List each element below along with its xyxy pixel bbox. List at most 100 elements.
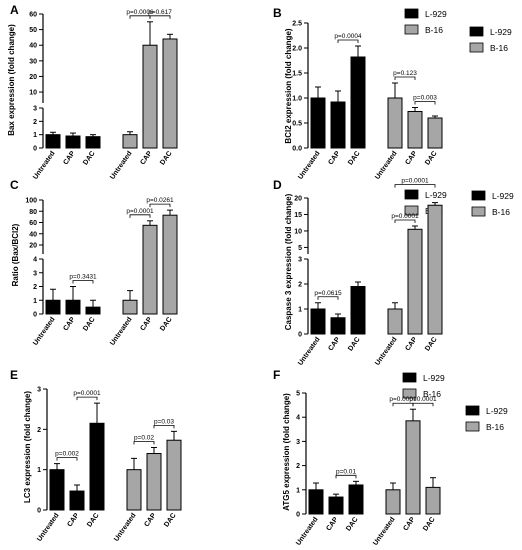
y-tick-label: 2.0 (292, 46, 302, 53)
x-category-label: DAC (82, 150, 96, 166)
bar-l-929-cap (69, 490, 85, 511)
bar-b-16-untreated (126, 469, 142, 511)
chart-panel-f: F ATG5 expression (fold change) 0 1 2 3 4 5 Untr… (273, 368, 508, 547)
y-tick-label: 4 (33, 257, 37, 264)
y-tick-label: 3 (298, 257, 302, 264)
chart-panel-e: E LC3 expression (fold change) 0 1 2 3 Untreat… (10, 368, 445, 543)
y-tick-label: 2 (37, 427, 41, 434)
legend-label: B-16 (492, 207, 510, 217)
y-tick-label: 30 (29, 58, 37, 65)
y-axis-title: Caspase 3 expression (fold change) (284, 193, 293, 330)
legend-label: L-929 (490, 27, 512, 37)
bar-l-929-dac (85, 306, 101, 315)
bar-b-16-cap (142, 44, 158, 149)
p-value-label: p=0.0261 (146, 197, 174, 204)
legend-swatch (404, 8, 419, 19)
bar-l-929-cap (65, 135, 81, 149)
x-category-label: CAP (66, 512, 80, 528)
y-tick-label: 40 (29, 231, 37, 238)
x-category-label: CAP (404, 150, 418, 166)
bar-l-929-dac (350, 56, 366, 149)
bar-l-929-untreated (49, 469, 65, 511)
panel-letter: F (273, 368, 280, 382)
x-category-label: CAP (62, 150, 76, 166)
bar-b-16-untreated (122, 299, 138, 315)
bar-l-929-dac (350, 286, 366, 335)
significance-bracket (317, 296, 339, 300)
y-tick-label: 10 (294, 228, 302, 235)
x-category-label: Untreated (374, 150, 398, 181)
legend-label: B-16 (490, 43, 508, 53)
significance-bracket (149, 15, 171, 19)
bar-b-16-dac (166, 439, 182, 511)
p-value-label: p=0.0001 (126, 208, 154, 215)
y-tick-label: 2 (33, 119, 37, 126)
x-category-label: CAP (325, 516, 339, 532)
x-category-label: DAC (163, 512, 177, 528)
bar-l-929-cap (65, 299, 81, 315)
x-category-label: Untreated (297, 150, 321, 181)
y-tick-label: 3 (33, 106, 37, 113)
p-value-label: p=0.0001 (401, 178, 429, 185)
y-tick-label: 3 (296, 439, 300, 446)
bar-b-16-cap (407, 228, 423, 335)
y-axis-title: LC3 expression (fold change) (23, 391, 32, 503)
x-category-label: CAP (62, 316, 76, 332)
bar-l-929-untreated (45, 134, 61, 149)
x-category-label: DAC (347, 336, 361, 352)
p-value-label: p=0.0001 (73, 390, 101, 397)
y-tick-label: 1 (33, 132, 37, 139)
y-tick-label: 1 (298, 307, 302, 314)
x-category-label: Untreated (295, 516, 319, 547)
bar-l-929-untreated (310, 308, 326, 335)
y-tick-label: 0 (37, 508, 41, 515)
p-value-label: p=0.0001 (409, 396, 437, 403)
y-tick-label: 3 (37, 387, 41, 394)
x-category-label: DAC (82, 316, 96, 332)
bar-b-16-dac (425, 486, 441, 515)
legend-swatch (404, 24, 419, 35)
x-category-label: Untreated (109, 316, 133, 347)
x-category-label: CAP (143, 512, 157, 528)
bar-l-929-dac (85, 136, 101, 149)
bar-l-929-cap (328, 496, 344, 515)
x-category-label: DAC (86, 512, 100, 528)
panel-letter: A (10, 3, 19, 17)
chart-panel-a: A Bax expression (fold change) 0 1 2 3 10 20 30 4… (7, 3, 447, 181)
significance-bracket (149, 203, 171, 208)
bar-b-16-cap (405, 420, 421, 515)
bar-b-16-cap (142, 224, 158, 315)
y-tick-label: 4 (296, 415, 300, 422)
y-tick-label: 50 (29, 27, 37, 34)
y-axis-title: BCl2 expression (fold change) (284, 28, 293, 143)
panel-letter: D (273, 178, 282, 192)
bar-b-16-untreated (387, 97, 403, 149)
bar-l-929-untreated (308, 489, 324, 515)
panel-letter: E (10, 368, 18, 382)
y-tick-label: 60 (29, 220, 37, 227)
y-tick-label: 0 (33, 312, 37, 319)
x-category-label: Untreated (372, 516, 396, 547)
y-tick-label: 80 (29, 209, 37, 216)
y-tick-label: 1 (296, 487, 300, 494)
significance-bracket (337, 39, 359, 43)
x-category-label: DAC (424, 336, 438, 352)
bar-b-16-dac (162, 38, 178, 149)
y-tick-label: 15 (294, 212, 302, 219)
y-tick-label: 3 (33, 270, 37, 277)
p-value-label: p=0.002 (55, 451, 79, 458)
bar-b-16-cap (407, 111, 423, 149)
legend-swatch (402, 388, 417, 399)
legend-label: L-929 (423, 373, 445, 383)
x-category-label: CAP (327, 336, 341, 352)
p-value-label: p=0.3431 (69, 274, 97, 281)
legend-swatch (404, 205, 419, 216)
y-tick-label: 2 (33, 284, 37, 291)
legend-label: L-929 (486, 406, 508, 416)
x-category-label: CAP (402, 516, 416, 532)
y-tick-label: 10 (29, 90, 37, 97)
y-axis-title: Ratio (Bax/BCl2) (11, 223, 20, 286)
